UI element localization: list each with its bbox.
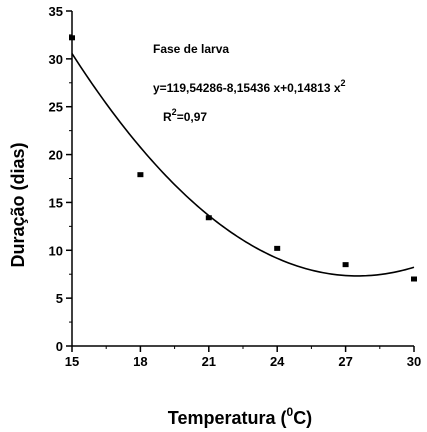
data-point — [137, 172, 144, 178]
annotation-r2: R2=0,97 — [163, 107, 207, 124]
annotation-phase: Fase de larva — [153, 42, 229, 56]
r2-prefix: R — [163, 110, 172, 124]
y-axis-title: Duração (dias) — [8, 142, 28, 267]
x-tick-label: 27 — [338, 354, 352, 369]
y-tick-label: 0 — [56, 339, 63, 354]
r2-value: =0,97 — [177, 110, 208, 124]
equation-exponent: 2 — [341, 78, 346, 88]
equation-main: y=119,54286-8,15436 x+0,14813 x — [153, 81, 341, 95]
y-tick-label: 20 — [49, 148, 63, 163]
y-ticks: 0 5 10 15 20 25 30 35 — [49, 4, 72, 354]
data-point — [274, 245, 281, 251]
annotation-equation: y=119,54286-8,15436 x+0,14813 x2 — [153, 78, 346, 95]
r2-exponent: 2 — [172, 107, 177, 117]
data-point — [69, 35, 75, 41]
data-point — [205, 215, 212, 221]
x-axis-title-sup: 0 — [287, 405, 294, 419]
y-tick-label: 10 — [49, 243, 63, 258]
y-tick-label: 15 — [49, 195, 63, 210]
y-tick-label: 5 — [56, 291, 63, 306]
fit-curve-group — [71, 53, 415, 277]
x-ticks: 15 18 21 24 27 30 — [65, 346, 421, 369]
data-point — [411, 276, 417, 282]
x-tick-label: 18 — [133, 354, 147, 369]
x-tick-label: 21 — [202, 354, 216, 369]
data-point — [342, 262, 349, 268]
y-tick-label: 25 — [49, 100, 63, 115]
x-axis-title-base: Temperatura ( — [168, 408, 287, 428]
x-axis-title-end: C) — [293, 408, 312, 428]
x-axis-title: Temperatura (0C) — [168, 405, 312, 428]
y-tick-label: 35 — [49, 4, 63, 19]
x-tick-label: 24 — [270, 354, 285, 369]
data-points — [69, 35, 417, 282]
fit-curve — [71, 53, 415, 277]
y-tick-label: 30 — [49, 52, 63, 67]
x-tick-label: 30 — [407, 354, 421, 369]
x-tick-label: 15 — [65, 354, 79, 369]
axes — [71, 11, 414, 347]
